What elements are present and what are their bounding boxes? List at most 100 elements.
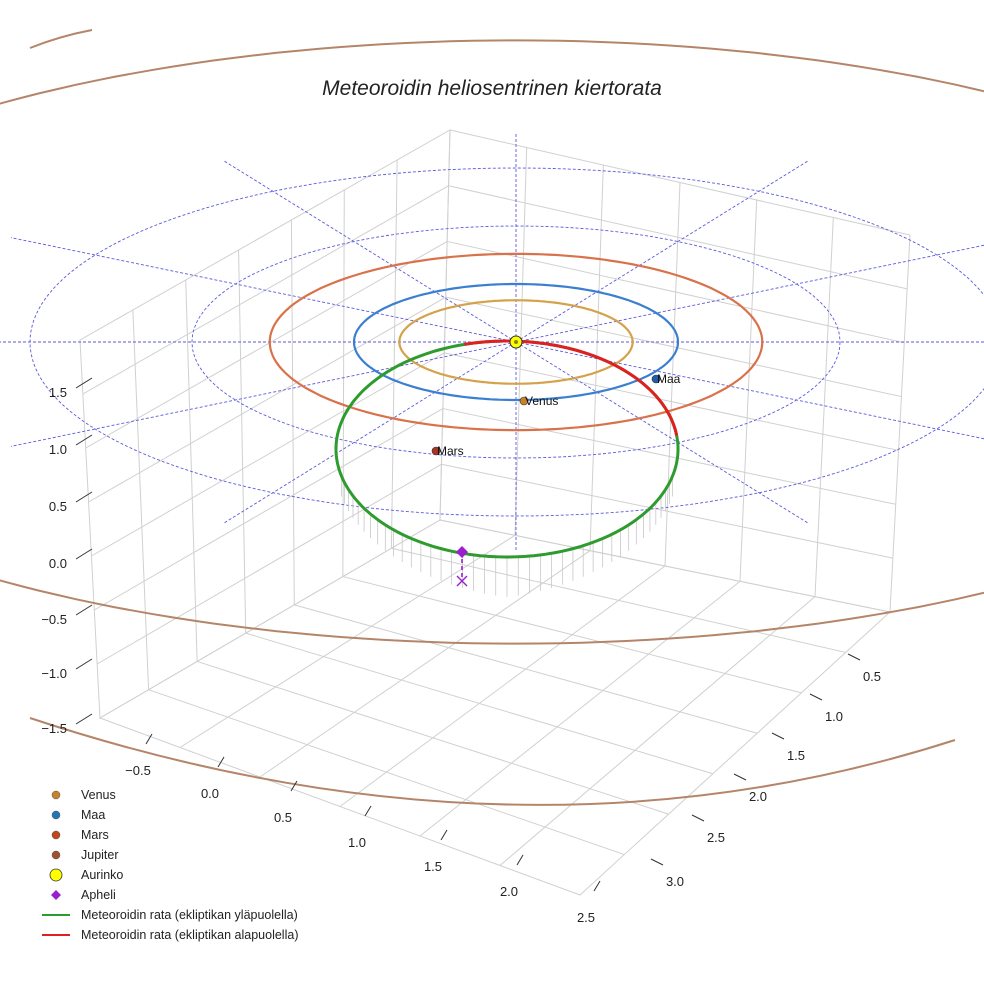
legend-marker <box>51 810 61 820</box>
floor-grid-line <box>179 534 516 748</box>
x-tick-label: 0.0 <box>201 786 219 801</box>
legend: Venus Maa Mars Jupiter Aurinko Apheli Meteoroi… <box>42 788 298 942</box>
planet-marker-venus <box>519 396 529 406</box>
y-tick-mark <box>733 773 747 781</box>
x-tick-label: 2.0 <box>500 884 518 899</box>
left-wall-grid-line <box>238 249 247 634</box>
x-tick-mark <box>217 756 225 768</box>
legend-label: Venus <box>81 788 116 802</box>
legend-marker <box>51 830 61 840</box>
ecliptic-radial-line <box>224 160 517 343</box>
y-tick-mark <box>650 858 664 866</box>
left-wall-grid-line <box>132 309 150 690</box>
right-wall-grid-line <box>445 296 902 398</box>
legend-label: Jupiter <box>81 848 119 862</box>
y-tick-mark <box>691 814 705 822</box>
ecliptic-radial-line <box>515 160 808 343</box>
x-tick-mark <box>516 854 524 866</box>
z-tick-label: −1.0 <box>41 666 67 681</box>
z-tick-label: 0.0 <box>49 556 67 571</box>
left-wall-grid-line <box>88 296 446 503</box>
x-tick-mark <box>593 880 601 892</box>
jupiter-orbit-arc-bottom <box>29 717 956 806</box>
y-tick-label: 2.5 <box>707 830 725 845</box>
ecliptic-radial-line <box>10 341 517 447</box>
legend-label: Apheli <box>81 888 116 902</box>
floor-grid-line <box>499 596 816 866</box>
planet-marker-mars <box>431 446 441 456</box>
orbit-maa <box>352 282 680 402</box>
left-wall-grid-line <box>342 189 345 577</box>
z-tick-mark <box>75 604 93 616</box>
z-tick-mark <box>75 434 93 446</box>
x-tick-mark <box>145 733 153 745</box>
legend-label: Mars <box>81 828 109 842</box>
right-wall-grid-line <box>664 182 681 567</box>
axes-grid <box>79 129 911 896</box>
orbit-mars <box>268 252 764 432</box>
left-wall-grid-line <box>94 408 444 611</box>
z-tick-label: 1.0 <box>49 442 67 457</box>
axis-ticks: 1.5 1.0 0.5 0.0 −0.5 −1.0 −1.5 −0.5 0.0 0.5 1.0 1.5… <box>41 377 881 925</box>
y-tick-label: 1.5 <box>787 748 805 763</box>
ecliptic-radial-line <box>515 341 808 524</box>
left-wall-grid-line <box>290 219 295 605</box>
y-tick-label: 1.0 <box>825 709 843 724</box>
planet-label-maa: Maa <box>657 372 681 386</box>
y-tick-mark <box>771 732 785 740</box>
y-tick-mark <box>847 653 861 661</box>
ecliptic-radial-line <box>515 244 984 343</box>
planet-label-mars: Mars <box>437 444 464 458</box>
z-tick-label: 0.5 <box>49 499 67 514</box>
right-wall-grid-line <box>444 352 899 451</box>
ecliptic-radial-line <box>224 341 517 524</box>
right-wall-grid-line <box>814 217 834 597</box>
chart-title: Meteoroidin heliosentrinen kiertorata <box>322 77 662 100</box>
legend-marker <box>51 890 61 900</box>
right-wall-grid-line <box>441 463 893 559</box>
floor-pane <box>98 519 892 896</box>
x-tick-mark <box>364 805 372 817</box>
z-tick-mark <box>75 713 93 725</box>
sun-core <box>514 340 518 344</box>
z-tick-label: −1.5 <box>41 721 67 736</box>
legend-label: Meteoroidin rata (ekliptikan yläpuolella… <box>81 908 298 922</box>
z-tick-mark <box>75 548 93 560</box>
x-tick-label: 1.5 <box>424 859 442 874</box>
jupiter-orbit-arc-top <box>29 29 93 49</box>
planet-marker-maa <box>651 374 661 384</box>
orbit-venus <box>398 299 634 385</box>
legend-label: Aurinko <box>81 868 123 882</box>
floor-grid-line <box>259 550 591 778</box>
planet-markers: Venus Maa Mars <box>29 29 956 806</box>
x-tick-label: −0.5 <box>125 763 151 778</box>
legend-marker <box>51 790 61 800</box>
legend-label: Meteoroidin rata (ekliptikan alapuolella… <box>81 928 298 942</box>
floor-grid-line <box>419 580 741 837</box>
y-tick-mark <box>809 693 823 701</box>
planet-label-venus: Venus <box>525 394 558 408</box>
left-wall-grid-line <box>91 352 445 557</box>
z-tick-label: −0.5 <box>41 612 67 627</box>
z-tick-mark <box>75 377 93 389</box>
legend-marker <box>51 850 61 860</box>
x-tick-label: 1.0 <box>348 835 366 850</box>
aphelion-marker <box>456 546 468 558</box>
left-wall-grid-line <box>85 240 448 449</box>
right-wall-grid-line <box>739 199 758 582</box>
x-tick-mark <box>290 780 298 792</box>
floor-grid-line <box>339 565 666 807</box>
legend-marker <box>49 868 63 882</box>
x-tick-label: 2.5 <box>577 910 595 925</box>
z-tick-mark <box>75 658 93 670</box>
y-tick-label: 0.5 <box>863 669 881 684</box>
aphelion-projection-marker <box>456 575 468 587</box>
planet-orbits <box>0 39 984 645</box>
x-tick-mark <box>440 829 448 841</box>
y-tick-label: 2.0 <box>749 789 767 804</box>
meteoroid-orbit-below <box>464 339 679 436</box>
right-wall-pane <box>439 129 911 613</box>
left-wall-grid-line <box>96 463 442 665</box>
z-tick-label: 1.5 <box>49 385 67 400</box>
right-wall-grid-line <box>448 185 908 290</box>
